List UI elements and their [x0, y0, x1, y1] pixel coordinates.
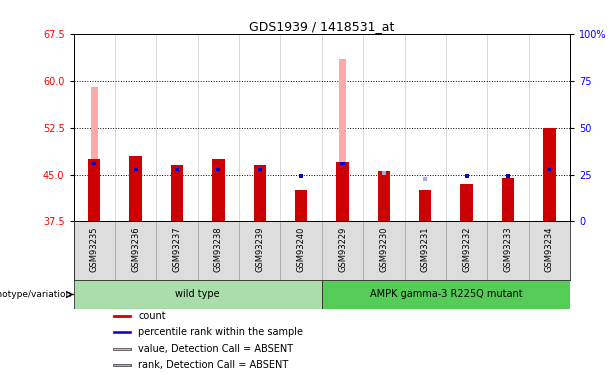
Text: value, Detection Call = ABSENT: value, Detection Call = ABSENT	[138, 344, 293, 354]
Bar	[171, 165, 183, 222]
Bar	[378, 171, 390, 222]
Bar	[299, 174, 303, 178]
Bar	[543, 128, 555, 222]
Text: GSM93233: GSM93233	[503, 226, 512, 272]
Text: GSM93229: GSM93229	[338, 226, 347, 272]
Text: GSM93235: GSM93235	[89, 226, 99, 272]
Text: rank, Detection Call = ABSENT: rank, Detection Call = ABSENT	[138, 360, 288, 370]
Bar	[88, 159, 101, 222]
Bar	[113, 315, 131, 317]
Text: GSM93240: GSM93240	[297, 226, 306, 272]
Text: genotype/variation: genotype/variation	[0, 290, 72, 299]
Text: AMPK gamma-3 R225Q mutant: AMPK gamma-3 R225Q mutant	[370, 290, 522, 300]
Bar	[322, 280, 570, 309]
Text: GSM93239: GSM93239	[255, 226, 264, 272]
Bar	[92, 162, 96, 165]
Bar	[422, 190, 428, 222]
Bar	[175, 168, 179, 171]
Bar	[340, 162, 345, 165]
Bar	[257, 168, 262, 171]
Bar	[129, 156, 142, 222]
Bar	[337, 162, 349, 222]
Bar	[212, 159, 224, 222]
Bar	[91, 87, 97, 222]
Text: GSM93230: GSM93230	[379, 226, 389, 272]
Bar	[216, 168, 221, 171]
Text: GSM93238: GSM93238	[214, 226, 223, 272]
Bar	[460, 184, 473, 222]
Bar	[340, 162, 345, 165]
Bar	[295, 190, 307, 222]
Text: GSM93232: GSM93232	[462, 226, 471, 272]
Title: GDS1939 / 1418531_at: GDS1939 / 1418531_at	[249, 20, 395, 33]
Bar	[74, 280, 322, 309]
Text: wild type: wild type	[175, 290, 220, 300]
Bar	[423, 177, 427, 181]
Bar	[339, 59, 346, 222]
Text: percentile rank within the sample: percentile rank within the sample	[138, 327, 303, 338]
Bar	[113, 364, 131, 366]
Bar	[113, 348, 131, 350]
Bar	[506, 174, 510, 178]
Bar	[382, 171, 386, 174]
Text: count: count	[138, 311, 166, 321]
Text: GSM93234: GSM93234	[545, 226, 554, 272]
Bar	[134, 168, 138, 171]
Bar	[254, 165, 266, 222]
Bar	[465, 174, 469, 178]
Bar	[419, 190, 432, 222]
Bar	[113, 332, 131, 333]
Bar	[502, 178, 514, 222]
Bar	[547, 168, 552, 171]
Text: GSM93236: GSM93236	[131, 226, 140, 272]
Text: GSM93231: GSM93231	[421, 226, 430, 272]
Text: GSM93237: GSM93237	[172, 226, 181, 272]
